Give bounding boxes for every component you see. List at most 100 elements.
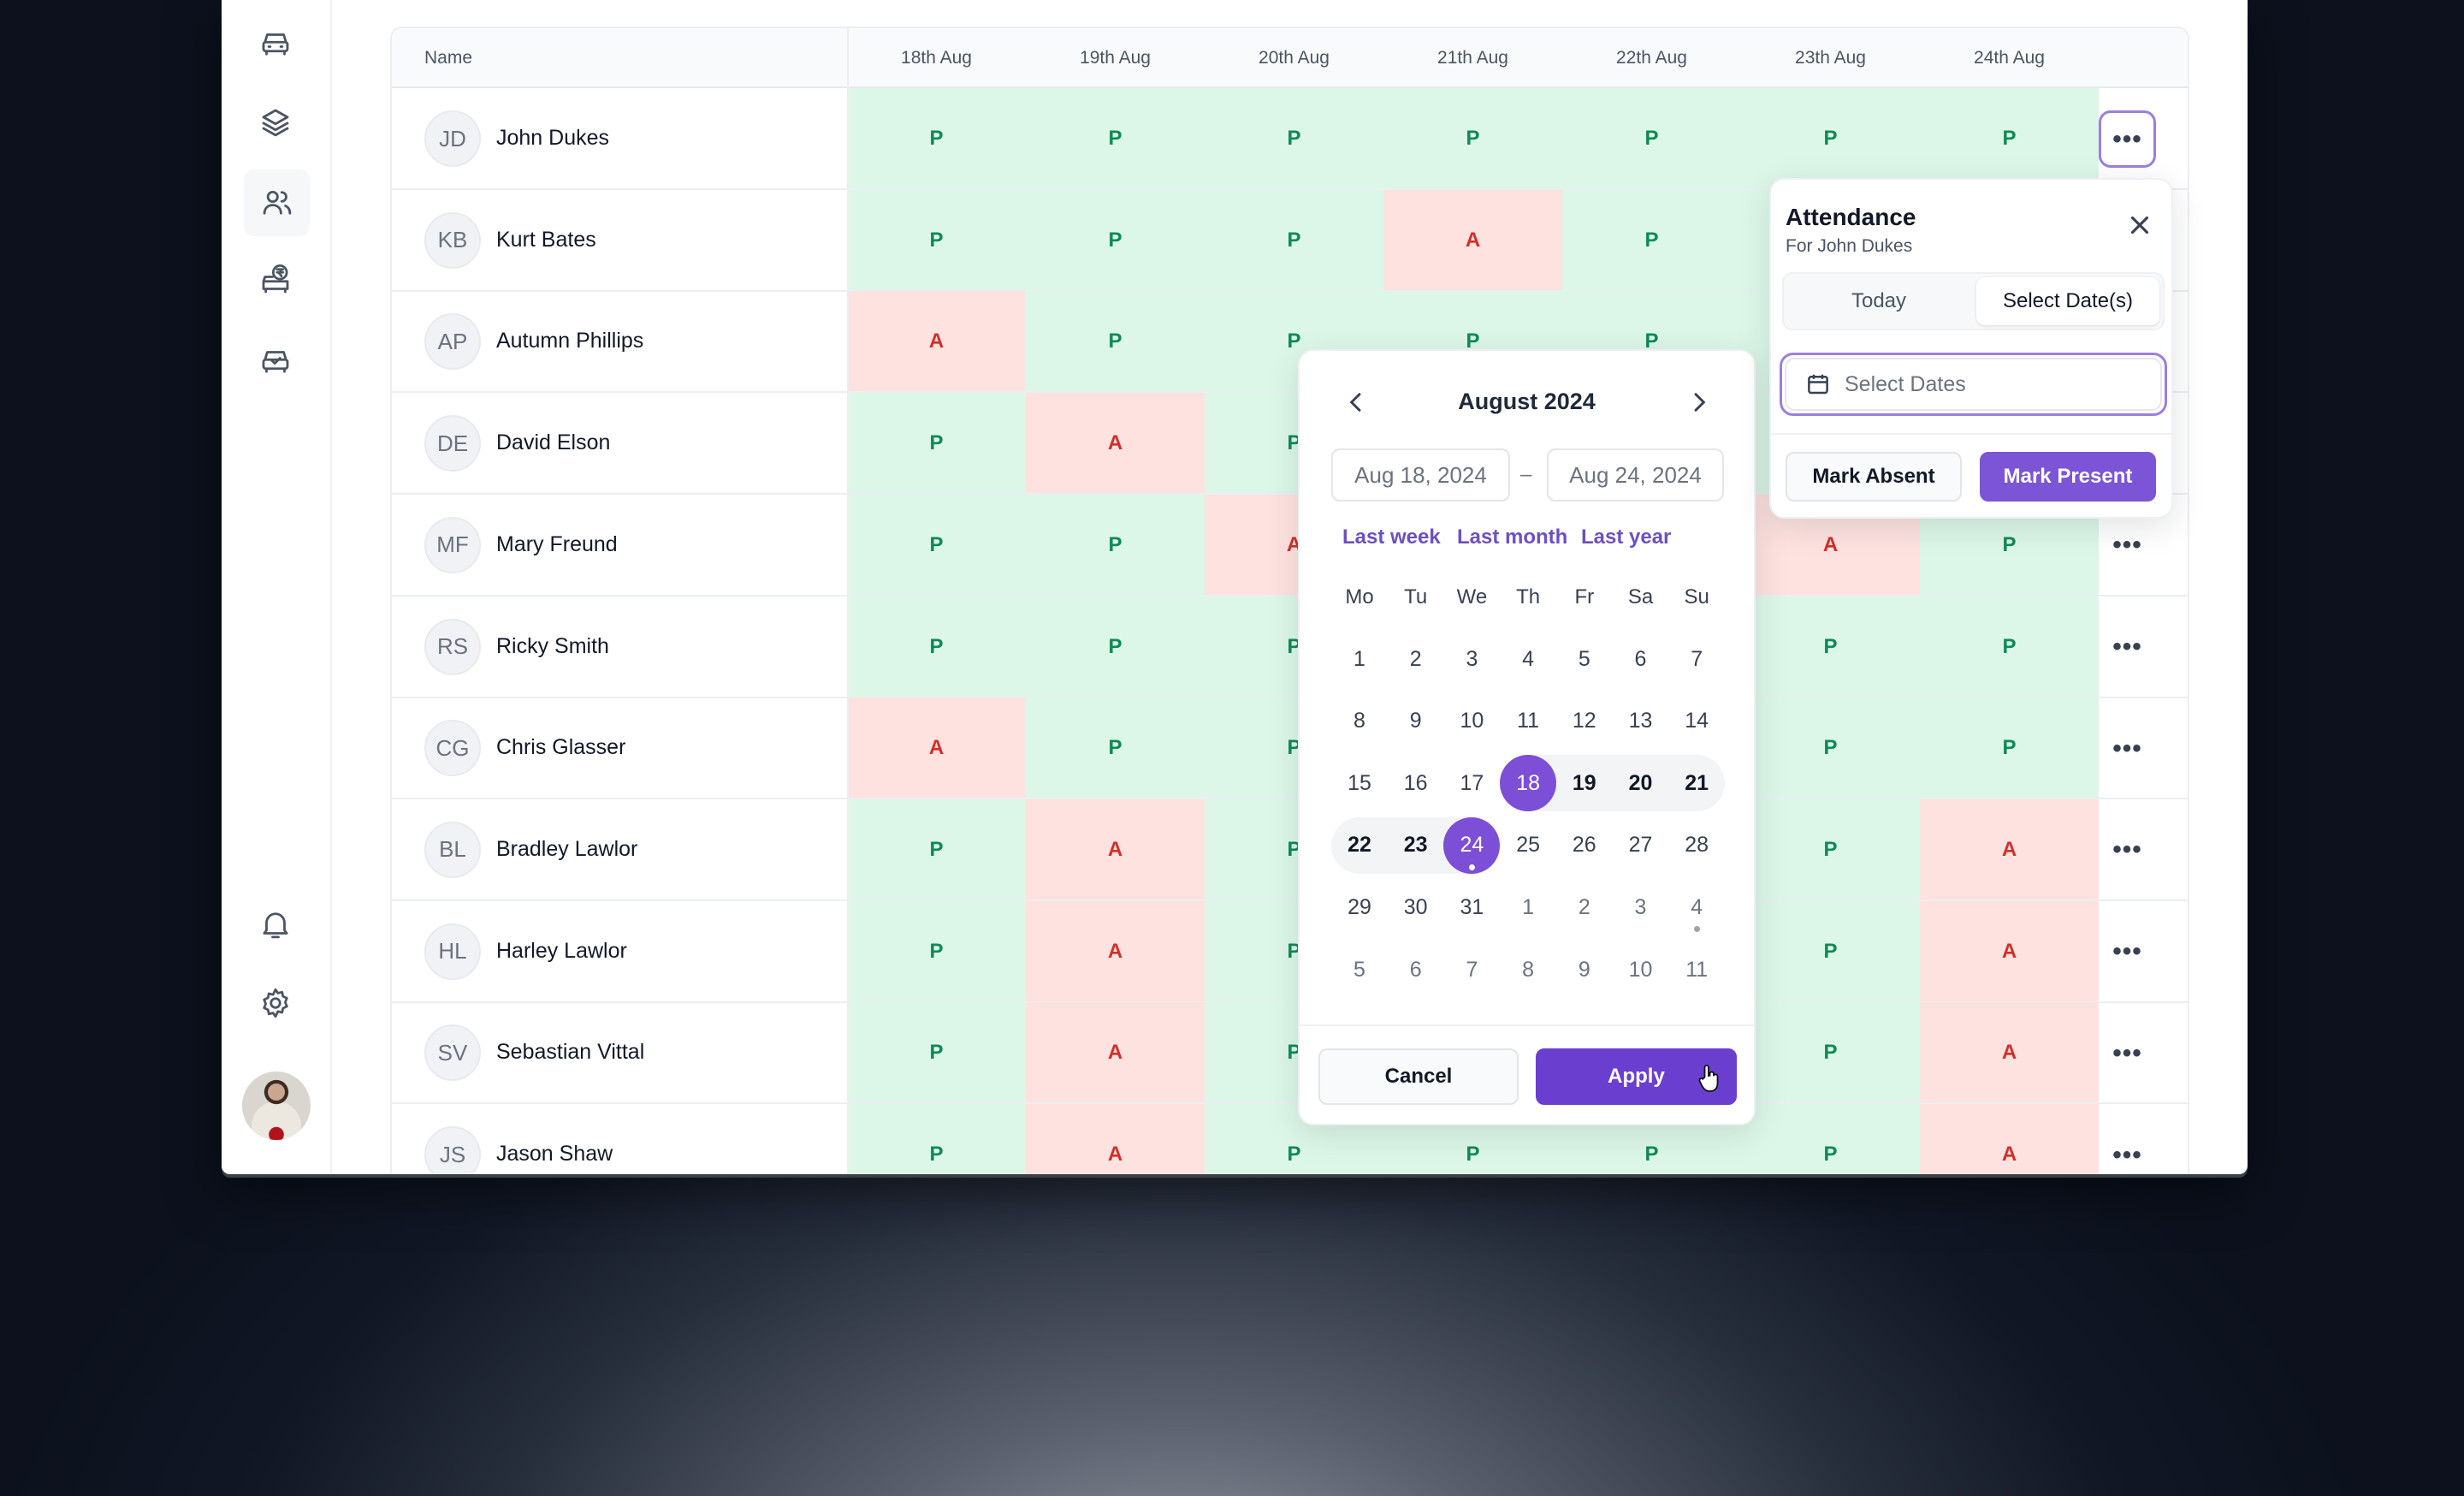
calendar-day[interactable]: 29	[1331, 879, 1388, 935]
calendar-day[interactable]: 11	[1500, 693, 1556, 750]
attendance-cell[interactable]: P	[847, 393, 1026, 494]
sidebar-item-vehicles[interactable]	[247, 15, 304, 72]
calendar-day[interactable]: 14	[1668, 693, 1725, 750]
user-avatar[interactable]	[242, 1072, 311, 1140]
attendance-cell[interactable]: P	[1562, 189, 1741, 290]
attendance-cell[interactable]: A	[1920, 798, 2099, 899]
quick-last-month[interactable]: Last month	[1457, 525, 1568, 549]
attendance-cell[interactable]: P	[847, 88, 1026, 188]
calendar-day[interactable]: 15	[1331, 755, 1388, 811]
calendar-day[interactable]: 27	[1613, 817, 1669, 874]
attendance-cell[interactable]: P	[847, 798, 1026, 899]
sidebar-item-users[interactable]	[244, 169, 310, 236]
attendance-cell[interactable]: A	[1026, 900, 1205, 1001]
row-actions-button[interactable]: •••	[2099, 619, 2156, 676]
chevron-right-icon[interactable]	[1685, 389, 1713, 416]
cancel-button[interactable]: Cancel	[1318, 1048, 1519, 1105]
calendar-day[interactable]: 3	[1443, 631, 1500, 687]
start-date-input[interactable]: Aug 18, 2024	[1331, 448, 1510, 502]
calendar-day[interactable]: 9	[1556, 941, 1613, 998]
attendance-cell[interactable]: P	[1920, 88, 2099, 188]
attendance-cell[interactable]: P	[1026, 291, 1205, 392]
quick-last-year[interactable]: Last year	[1581, 525, 1672, 549]
calendar-day[interactable]: 9	[1388, 693, 1444, 750]
attendance-cell[interactable]: A	[1920, 1104, 2099, 1174]
sidebar-notifications[interactable]	[247, 896, 304, 953]
calendar-day[interactable]: 7	[1668, 631, 1725, 687]
attendance-cell[interactable]: A	[1026, 1104, 1205, 1174]
attendance-cell[interactable]: P	[1383, 88, 1562, 188]
calendar-day[interactable]: 21	[1668, 755, 1725, 811]
calendar-day[interactable]: 1	[1500, 879, 1556, 935]
calendar-day[interactable]: 2	[1556, 879, 1613, 935]
attendance-cell[interactable]: P	[847, 494, 1026, 595]
attendance-cell[interactable]: A	[847, 698, 1026, 798]
row-actions-button[interactable]: •••	[2099, 1126, 2156, 1174]
row-actions-button[interactable]: •••	[2099, 822, 2156, 879]
attendance-cell[interactable]: P	[1741, 900, 1920, 1001]
calendar-day[interactable]: 10	[1613, 941, 1669, 998]
row-actions-button[interactable]: •••	[2099, 1024, 2156, 1082]
chevron-left-icon[interactable]	[1342, 389, 1370, 416]
attendance-cell[interactable]: P	[1026, 88, 1205, 188]
calendar-day[interactable]: 26	[1556, 817, 1613, 874]
attendance-cell[interactable]: P	[1205, 189, 1383, 290]
quick-last-week[interactable]: Last week	[1342, 525, 1441, 549]
attendance-cell[interactable]: P	[847, 900, 1026, 1001]
attendance-cell[interactable]: P	[1741, 1002, 1920, 1103]
calendar-day[interactable]: 30	[1388, 879, 1444, 935]
attendance-cell[interactable]: P	[1026, 698, 1205, 798]
attendance-cell[interactable]: P	[1741, 596, 1920, 697]
mark-present-button[interactable]: Mark Present	[1980, 452, 2156, 502]
attendance-cell[interactable]: P	[1026, 494, 1205, 595]
calendar-day[interactable]: 4	[1500, 631, 1556, 687]
sidebar-settings[interactable]	[247, 975, 304, 1031]
row-actions-button[interactable]: •••	[2099, 720, 2156, 777]
attendance-cell[interactable]: A	[1920, 900, 2099, 1001]
apply-button[interactable]: Apply	[1536, 1048, 1737, 1105]
attendance-cell[interactable]: A	[1026, 393, 1205, 494]
attendance-cell[interactable]: P	[847, 1104, 1026, 1174]
calendar-day[interactable]: 20	[1613, 755, 1669, 811]
attendance-cell[interactable]: P	[1205, 88, 1383, 188]
calendar-day[interactable]: 12	[1556, 693, 1613, 750]
calendar-day[interactable]: 6	[1388, 941, 1444, 998]
calendar-day[interactable]: 2	[1388, 631, 1444, 687]
calendar-day[interactable]: 28	[1668, 817, 1725, 874]
calendar-day[interactable]: 5	[1556, 631, 1613, 687]
tab-select-dates[interactable]: Select Date(s)	[1976, 277, 2159, 325]
end-date-input[interactable]: Aug 24, 2024	[1547, 448, 1724, 502]
attendance-cell[interactable]: P	[1741, 698, 1920, 798]
calendar-day[interactable]: 1	[1331, 631, 1388, 687]
calendar-day[interactable]: 10	[1443, 693, 1500, 750]
calendar-day[interactable]: 4	[1668, 879, 1725, 935]
attendance-cell[interactable]: P	[1920, 596, 2099, 697]
attendance-cell[interactable]: A	[1920, 1002, 2099, 1103]
close-icon[interactable]	[2125, 211, 2154, 240]
mark-absent-button[interactable]: Mark Absent	[1786, 452, 1962, 502]
calendar-day[interactable]: 13	[1613, 693, 1669, 750]
attendance-cell[interactable]: A	[847, 291, 1026, 392]
calendar-day[interactable]: 22	[1331, 817, 1388, 874]
calendar-day[interactable]: 5	[1331, 941, 1388, 998]
attendance-cell[interactable]: P	[847, 1002, 1026, 1103]
calendar-day[interactable]: 23	[1388, 817, 1444, 874]
calendar-day[interactable]: 8	[1500, 941, 1556, 998]
sidebar-item-layers[interactable]	[247, 94, 304, 151]
attendance-cell[interactable]: A	[1383, 189, 1562, 290]
attendance-cell[interactable]: P	[1741, 798, 1920, 899]
attendance-cell[interactable]: A	[1026, 798, 1205, 899]
row-actions-button[interactable]: •••	[2099, 110, 2156, 168]
attendance-cell[interactable]: P	[1026, 596, 1205, 697]
select-dates-input[interactable]: Select Dates	[1780, 353, 2167, 416]
calendar-day[interactable]: 8	[1331, 693, 1388, 750]
attendance-cell[interactable]: P	[1026, 189, 1205, 290]
sidebar-item-car-payments[interactable]	[247, 252, 304, 308]
attendance-cell[interactable]: P	[1920, 698, 2099, 798]
attendance-cell[interactable]: P	[1741, 1104, 1920, 1174]
calendar-day[interactable]: 25	[1500, 817, 1556, 874]
calendar-day[interactable]: 6	[1613, 631, 1669, 687]
calendar-day[interactable]: 11	[1668, 941, 1725, 998]
attendance-cell[interactable]: P	[847, 596, 1026, 697]
attendance-cell[interactable]: A	[1026, 1002, 1205, 1103]
